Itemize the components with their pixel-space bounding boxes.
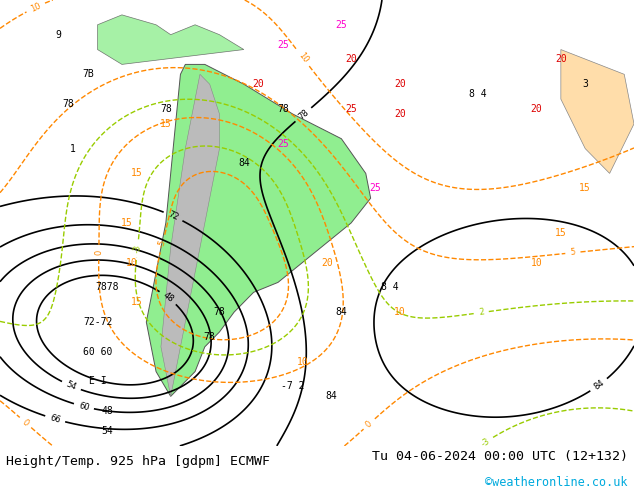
Text: 25: 25	[277, 40, 288, 49]
Polygon shape	[561, 49, 634, 173]
Text: 72-72: 72-72	[83, 317, 112, 327]
Text: 15: 15	[160, 119, 172, 129]
Text: 20: 20	[394, 109, 406, 119]
Text: 84: 84	[592, 378, 606, 392]
Text: 48: 48	[161, 291, 175, 304]
Text: 20: 20	[321, 258, 333, 268]
Text: 78: 78	[296, 108, 310, 122]
Text: 10: 10	[394, 307, 406, 317]
Text: -5: -5	[157, 239, 168, 248]
Text: 0: 0	[94, 250, 103, 255]
Text: 20: 20	[531, 104, 542, 114]
Text: 15: 15	[131, 169, 143, 178]
Text: 60 60: 60 60	[83, 347, 112, 357]
Text: 2: 2	[478, 308, 484, 318]
Text: -3: -3	[479, 436, 491, 448]
Text: 60: 60	[77, 401, 90, 412]
Polygon shape	[161, 74, 219, 396]
Text: 48: 48	[101, 406, 113, 416]
Text: 7878: 7878	[96, 282, 119, 293]
Text: 8 4: 8 4	[381, 282, 399, 293]
Text: 78: 78	[204, 332, 216, 342]
Text: 66: 66	[49, 413, 61, 425]
Text: 78: 78	[62, 99, 74, 109]
Text: 7B: 7B	[82, 69, 94, 79]
Text: 0: 0	[20, 417, 30, 428]
Text: -7 2: -7 2	[281, 381, 304, 392]
Text: 25: 25	[370, 183, 382, 193]
Text: 0: 0	[364, 419, 374, 429]
Text: 20: 20	[346, 54, 357, 65]
Text: 84: 84	[238, 158, 250, 169]
Text: 10: 10	[29, 1, 42, 14]
Text: 54: 54	[65, 380, 78, 392]
Text: 20: 20	[252, 79, 264, 89]
Text: -3: -3	[133, 244, 143, 253]
Text: 9: 9	[56, 30, 61, 40]
Text: Tu 04-06-2024 00:00 UTC (12+132): Tu 04-06-2024 00:00 UTC (12+132)	[372, 450, 628, 464]
Text: 5: 5	[570, 248, 576, 257]
Text: 3: 3	[582, 79, 588, 89]
Polygon shape	[146, 64, 371, 396]
Text: 15: 15	[131, 297, 143, 307]
Text: ©weatheronline.co.uk: ©weatheronline.co.uk	[485, 476, 628, 489]
Text: 10: 10	[531, 258, 542, 268]
Text: 1: 1	[70, 144, 76, 154]
Text: 10: 10	[296, 51, 310, 65]
Text: 78: 78	[160, 104, 172, 114]
Text: 10: 10	[126, 258, 138, 268]
Text: 25: 25	[335, 20, 347, 30]
Text: 25: 25	[277, 139, 288, 148]
Text: 10: 10	[297, 357, 308, 367]
Text: 54: 54	[101, 426, 113, 436]
Text: 78: 78	[214, 307, 225, 317]
Text: 15: 15	[579, 183, 591, 193]
Text: 8 4: 8 4	[469, 89, 487, 99]
Text: 84: 84	[326, 392, 337, 401]
Text: 20: 20	[394, 79, 406, 89]
Text: E I: E I	[89, 376, 107, 387]
Text: Height/Temp. 925 hPa [gdpm] ECMWF: Height/Temp. 925 hPa [gdpm] ECMWF	[6, 455, 270, 468]
Polygon shape	[98, 15, 244, 64]
Text: 78: 78	[277, 104, 288, 114]
Text: 15: 15	[555, 228, 567, 238]
Text: 84: 84	[335, 307, 347, 317]
Text: 15: 15	[121, 218, 133, 228]
Text: 20: 20	[555, 54, 567, 65]
Text: 25: 25	[346, 104, 357, 114]
Text: 72: 72	[167, 210, 180, 222]
